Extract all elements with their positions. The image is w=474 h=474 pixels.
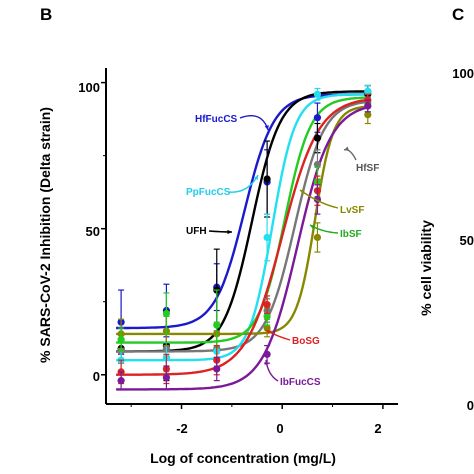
data-point-ufh [263,175,271,183]
curve-hffuccs [116,93,368,330]
x-axis-label: Log of concentration (mg/L) [150,450,336,466]
data-point-ibfuccs [364,102,372,110]
arrow-hffuccs-head [264,125,269,130]
arrow-lvsf-head [300,190,305,195]
data-point-ppfuccs [364,87,372,95]
panel-c-y-axis-label: % cell viability [418,220,434,316]
y-tick-label-0: 0 [93,369,100,384]
panel-c-ytick-100: 100 [452,66,474,81]
arrow-ibsf-head [310,225,315,230]
arrow-ibfuccs-head [264,360,269,365]
data-point-ibsf [263,312,271,320]
arrow-hffuccs [239,115,269,131]
y-tick-label-100: 100 [78,80,100,95]
annotation-lvsf: LvSF [340,205,364,216]
data-point-ibsf [213,321,221,329]
annotation-ppfuccs: PpFucCS [186,187,231,198]
data-point-ibfuccs [162,374,171,382]
panel-c-ytick-50: 50 [460,233,474,248]
annotation-hfsf: HfSF [356,163,379,174]
annotation-ibsf: IbSF [340,229,362,240]
data-point-ppfuccs [313,90,322,98]
annotation-ibfuccs: IbFucCS [280,377,321,388]
annotation-hffuccs: HfFucCS [195,114,238,125]
data-point-hffuccs [313,114,322,122]
x-tick-label-2: 2 [374,421,381,436]
panel-c-ytick-0: 0 [467,398,474,413]
arrow-ppfuccs-head [253,175,258,180]
data-point-ibfuccs [213,365,221,373]
curve-hfsf [116,100,368,353]
annotation-ufh: UFH [186,226,207,237]
data-point-ppfuccs [263,233,271,242]
curve-ibsf [116,96,368,344]
data-point-hfsf [313,160,322,169]
curve-ibfuccs [116,106,369,391]
data-point-lvsf [364,111,372,119]
y-tick-label-50: 50 [86,224,100,239]
panel-letter-b: B [40,5,52,24]
data-point-ibfuccs [117,377,125,385]
data-point-ibsf [162,309,171,318]
data-point-ibsf [117,336,125,344]
x-tick-label-0: 0 [276,421,283,436]
panel-letter-c: C [452,5,464,24]
arrow-bosg-head [266,330,271,335]
data-point-ufh [313,134,322,142]
x-tick-label-neg2: -2 [176,421,188,436]
arrow-hfsf [343,149,357,161]
data-point-lvsf [313,233,322,242]
data-point-ibfuccs [263,350,271,358]
arrow-hfsf-head [344,146,349,151]
data-point-lvsf [263,324,271,332]
arrow-ufh-head [227,229,232,235]
y-axis-label: % SARS-CoV-2 Inhibition (Delta strain) [37,107,53,363]
data-point-bosg [263,301,271,309]
curve-ppfuccs [116,93,368,362]
annotation-bosg: BoSG [292,336,320,347]
curve-bosg [116,98,368,376]
